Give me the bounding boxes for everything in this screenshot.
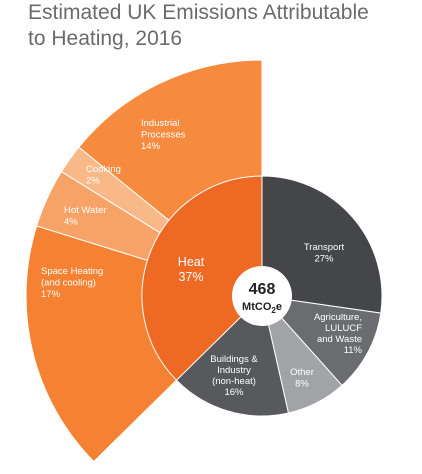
slice-heat: [141, 175, 263, 381]
slice-transport: [261, 175, 383, 314]
label-agriculture-lulucf-waste: Agriculture, LULUCF and Waste 11%: [314, 312, 363, 356]
label-hot-water: Hot Water 4%: [64, 205, 106, 228]
label-other: Other 8%: [290, 367, 314, 389]
label-cooking: Cooking 2%: [86, 164, 121, 187]
label-transport: Transport 27%: [304, 242, 345, 264]
label-industrial-processes: Industrial Processes 14%: [141, 118, 186, 152]
label-heat: Heat 37%: [178, 255, 205, 284]
center-unit-label: MtCO2e: [242, 301, 282, 315]
label-space-heating: Space Heating (and cooling) 17%: [41, 266, 103, 300]
chart-title-line-2: to Heating, 2016: [28, 27, 183, 50]
chart-title: Estimated UK Emissions Attributable to H…: [28, 0, 418, 52]
label-buildings-industry: Buildings & Industry (non-heat) 16%: [210, 354, 258, 398]
chart-title-line-1: Estimated UK Emissions Attributable: [28, 1, 369, 24]
center-circle: [232, 266, 292, 326]
slice-agriculture-lulucf-and-waste: [260, 295, 382, 387]
center-total-value: 468: [249, 281, 276, 298]
slice-buildings-industry-non-heat: [175, 295, 290, 417]
